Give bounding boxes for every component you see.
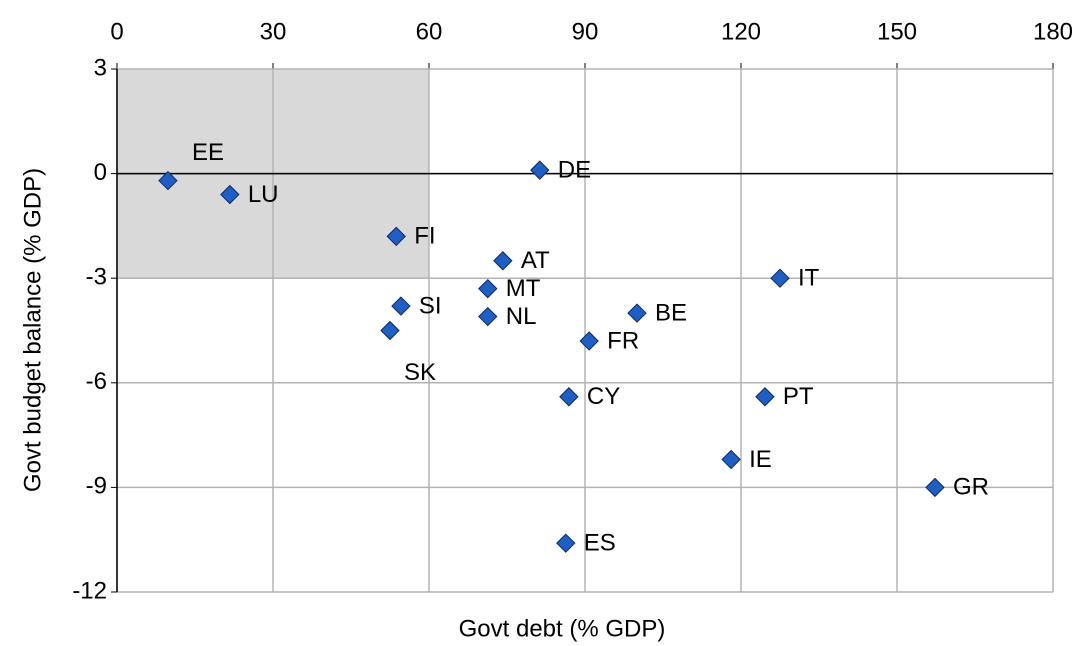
point: [579, 331, 599, 351]
point: [770, 268, 790, 288]
x-tick-label: 120: [721, 18, 761, 45]
x-tick-label: 180: [1033, 18, 1073, 45]
point-label: NL: [506, 303, 537, 330]
y-tick-label: -9: [86, 473, 107, 500]
point-label: AT: [521, 247, 550, 274]
point: [559, 387, 579, 407]
point-label: MT: [506, 275, 541, 302]
point-label: IE: [749, 446, 772, 473]
x-tick-label: 60: [416, 18, 443, 45]
x-tick-label: 0: [110, 18, 123, 45]
point-label: DE: [558, 156, 591, 183]
point-label: ES: [584, 530, 616, 557]
y-axis-label: Govt budget balance (% GDP): [19, 168, 46, 492]
x-axis-label: Govt debt (% GDP): [459, 615, 666, 642]
y-tick-label: 0: [94, 159, 107, 186]
point: [755, 387, 775, 407]
point: [925, 477, 945, 498]
point: [158, 170, 178, 191]
point: [380, 320, 400, 341]
point-label: LU: [248, 181, 279, 208]
point: [220, 184, 240, 205]
y-tick-label: -6: [86, 368, 107, 395]
point: [386, 226, 406, 247]
point-label: FI: [414, 223, 435, 250]
x-tick-label: 30: [260, 18, 287, 45]
x-tick-label: 90: [572, 18, 599, 45]
point: [530, 160, 550, 180]
point: [478, 278, 498, 299]
point: [721, 449, 741, 470]
point-label: CY: [587, 383, 620, 410]
point-label: GR: [953, 474, 989, 501]
point-label: SK: [404, 359, 436, 386]
point-label: PT: [783, 383, 814, 410]
y-tick-label: 3: [94, 54, 107, 81]
point: [478, 306, 498, 327]
point-label: EE: [192, 139, 224, 166]
y-tick-label: -12: [72, 577, 107, 604]
point-label: IT: [798, 265, 820, 292]
point-label: SI: [419, 292, 442, 319]
point: [556, 533, 576, 553]
point: [391, 296, 411, 316]
y-tick-label: -3: [86, 264, 107, 291]
point: [627, 303, 647, 323]
point-label: FR: [607, 327, 639, 354]
point-label: BE: [655, 299, 687, 326]
point: [493, 251, 513, 271]
x-tick-label: 150: [877, 18, 917, 45]
